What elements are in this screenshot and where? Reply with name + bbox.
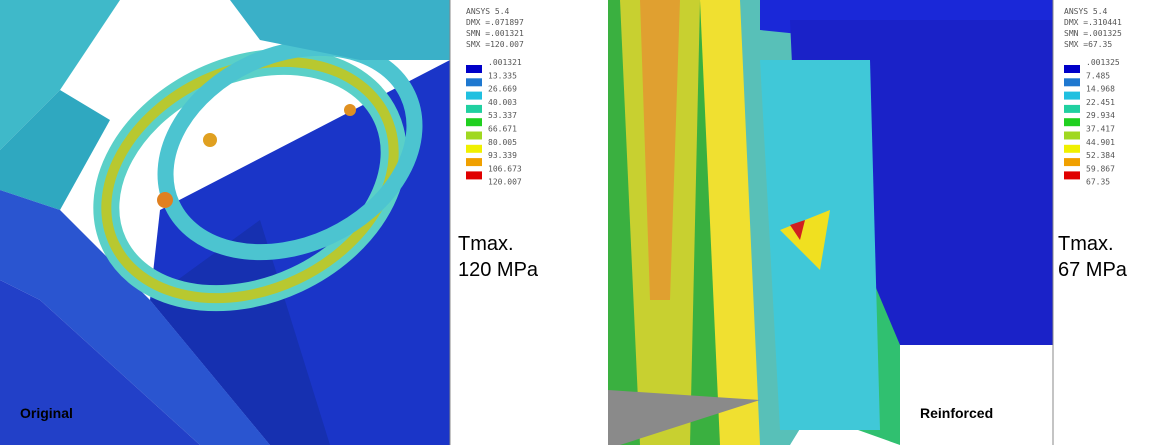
legend-header: ANSYS 5.4 bbox=[466, 7, 510, 16]
legend-value: 67.35 bbox=[1086, 178, 1110, 187]
legend-value: 66.671 bbox=[488, 125, 517, 134]
legend-swatch bbox=[1064, 171, 1080, 179]
legend-value: .001325 bbox=[1086, 58, 1120, 67]
legend-value: 53.337 bbox=[488, 111, 517, 120]
annotation: 120 MPa bbox=[458, 259, 539, 281]
legend-value: 44.901 bbox=[1086, 138, 1115, 147]
legend-swatch bbox=[1064, 92, 1080, 100]
annotation: Tmax. bbox=[458, 233, 514, 255]
legend-value: 120.007 bbox=[488, 178, 522, 187]
legend-swatch bbox=[466, 158, 482, 166]
legend-swatch bbox=[466, 105, 482, 113]
legend-value: 22.451 bbox=[1086, 98, 1115, 107]
legend-swatch bbox=[1064, 118, 1080, 126]
legend-value: 40.003 bbox=[488, 98, 517, 107]
legend-header: DMX =.310441 bbox=[1064, 18, 1122, 27]
legend-swatch bbox=[466, 92, 482, 100]
legend-swatch bbox=[1064, 158, 1080, 166]
legend-value: 13.335 bbox=[488, 71, 517, 80]
legend-value: 26.669 bbox=[488, 85, 517, 94]
model-reinforced bbox=[608, 0, 1053, 445]
legend-swatch bbox=[466, 78, 482, 86]
legend-value: 14.968 bbox=[1086, 85, 1115, 94]
legend-value: 29.934 bbox=[1086, 111, 1115, 120]
legend-value: 7.485 bbox=[1086, 71, 1110, 80]
legend-swatch bbox=[1064, 78, 1080, 86]
legend-value: 59.867 bbox=[1086, 164, 1115, 173]
legend-swatch bbox=[1064, 132, 1080, 140]
panel-label: Original bbox=[20, 405, 73, 421]
legend-value: 106.673 bbox=[488, 164, 522, 173]
annotation: Tmax. bbox=[1058, 233, 1114, 255]
panel-label: Reinforced bbox=[920, 405, 993, 421]
legend-value: 93.339 bbox=[488, 151, 517, 160]
legend-swatch bbox=[466, 132, 482, 140]
legend-value: 80.005 bbox=[488, 138, 517, 147]
legend-header: DMX =.071897 bbox=[466, 18, 524, 27]
legend-swatch bbox=[466, 145, 482, 153]
legend-swatch bbox=[1064, 145, 1080, 153]
legend-header: SMN =.001325 bbox=[1064, 29, 1122, 38]
legend-value: 37.417 bbox=[1086, 125, 1115, 134]
model-original bbox=[0, 0, 450, 445]
legend-header: SMX =67.35 bbox=[1064, 40, 1112, 49]
figure: ANSYS 5.4 DMX =.071897 SMN =.001321 SMX =12… bbox=[0, 0, 1157, 445]
legend-swatch bbox=[466, 65, 482, 73]
legend-swatch bbox=[1064, 65, 1080, 73]
legend-value: .001321 bbox=[488, 58, 522, 67]
legend-swatch bbox=[1064, 105, 1080, 113]
legend-swatch bbox=[466, 118, 482, 126]
legend-header: SMX =120.007 bbox=[466, 40, 524, 49]
legend-header: ANSYS 5.4 bbox=[1064, 7, 1108, 16]
annotation: 67 MPa bbox=[1058, 259, 1128, 281]
legend-header: SMN =.001321 bbox=[466, 29, 524, 38]
legend-value: 52.384 bbox=[1086, 151, 1115, 160]
legend-swatch bbox=[466, 171, 482, 179]
